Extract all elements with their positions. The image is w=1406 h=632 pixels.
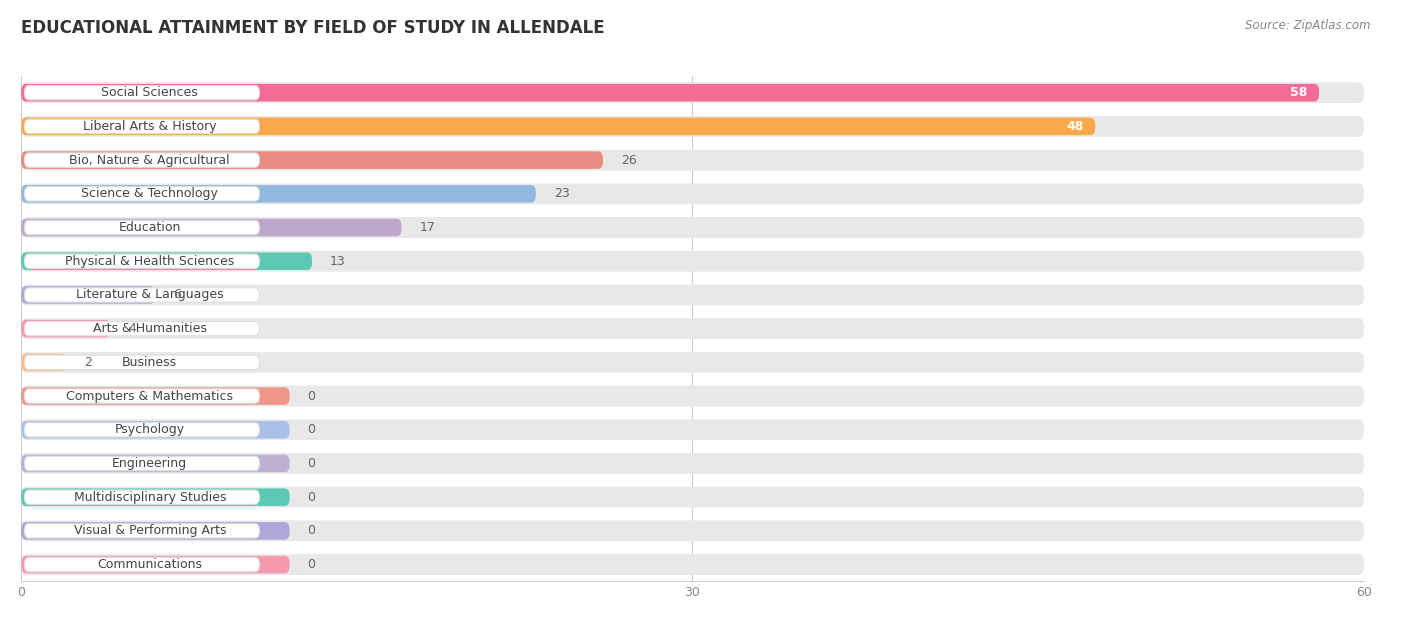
Text: Psychology: Psychology — [115, 423, 184, 436]
FancyBboxPatch shape — [21, 421, 290, 439]
Text: Multidisciplinary Studies: Multidisciplinary Studies — [73, 490, 226, 504]
FancyBboxPatch shape — [24, 355, 260, 370]
Text: Literature & Languages: Literature & Languages — [76, 288, 224, 301]
FancyBboxPatch shape — [24, 423, 260, 437]
FancyBboxPatch shape — [24, 221, 260, 234]
FancyBboxPatch shape — [21, 185, 536, 203]
Text: 2: 2 — [84, 356, 91, 369]
FancyBboxPatch shape — [24, 456, 260, 471]
FancyBboxPatch shape — [21, 554, 1364, 575]
Text: Communications: Communications — [97, 558, 202, 571]
FancyBboxPatch shape — [21, 118, 1095, 135]
Text: 0: 0 — [308, 457, 315, 470]
FancyBboxPatch shape — [21, 251, 1364, 272]
Text: 23: 23 — [554, 187, 569, 200]
FancyBboxPatch shape — [21, 217, 1364, 238]
FancyBboxPatch shape — [24, 557, 260, 572]
FancyBboxPatch shape — [24, 85, 260, 100]
FancyBboxPatch shape — [21, 320, 111, 337]
FancyBboxPatch shape — [21, 183, 1364, 204]
Text: 4: 4 — [128, 322, 136, 335]
FancyBboxPatch shape — [21, 352, 1364, 373]
FancyBboxPatch shape — [24, 153, 260, 167]
Text: 0: 0 — [308, 423, 315, 436]
FancyBboxPatch shape — [21, 520, 1364, 542]
FancyBboxPatch shape — [21, 151, 603, 169]
Text: Education: Education — [118, 221, 181, 234]
Text: Social Sciences: Social Sciences — [101, 86, 198, 99]
FancyBboxPatch shape — [21, 454, 290, 472]
FancyBboxPatch shape — [21, 286, 155, 304]
FancyBboxPatch shape — [21, 150, 1364, 171]
Text: Science & Technology: Science & Technology — [82, 187, 218, 200]
Text: 0: 0 — [308, 558, 315, 571]
FancyBboxPatch shape — [21, 219, 402, 236]
Text: Bio, Nature & Agricultural: Bio, Nature & Agricultural — [69, 154, 231, 167]
FancyBboxPatch shape — [24, 254, 260, 269]
Text: Arts & Humanities: Arts & Humanities — [93, 322, 207, 335]
Text: 58: 58 — [1291, 86, 1308, 99]
FancyBboxPatch shape — [21, 353, 66, 371]
FancyBboxPatch shape — [24, 186, 260, 201]
FancyBboxPatch shape — [21, 318, 1364, 339]
FancyBboxPatch shape — [24, 322, 260, 336]
Text: 26: 26 — [621, 154, 637, 167]
Text: Source: ZipAtlas.com: Source: ZipAtlas.com — [1246, 19, 1371, 32]
FancyBboxPatch shape — [21, 386, 1364, 406]
Text: 48: 48 — [1067, 120, 1084, 133]
FancyBboxPatch shape — [21, 84, 1319, 102]
Text: EDUCATIONAL ATTAINMENT BY FIELD OF STUDY IN ALLENDALE: EDUCATIONAL ATTAINMENT BY FIELD OF STUDY… — [21, 19, 605, 37]
FancyBboxPatch shape — [21, 522, 290, 540]
Text: Computers & Mathematics: Computers & Mathematics — [66, 389, 233, 403]
FancyBboxPatch shape — [24, 119, 260, 133]
FancyBboxPatch shape — [21, 453, 1364, 474]
FancyBboxPatch shape — [21, 252, 312, 270]
Text: 17: 17 — [419, 221, 436, 234]
Text: 0: 0 — [308, 389, 315, 403]
FancyBboxPatch shape — [21, 419, 1364, 441]
Text: Engineering: Engineering — [112, 457, 187, 470]
Text: Visual & Performing Arts: Visual & Performing Arts — [73, 525, 226, 537]
Text: 0: 0 — [308, 490, 315, 504]
FancyBboxPatch shape — [21, 82, 1364, 103]
FancyBboxPatch shape — [21, 489, 290, 506]
Text: Physical & Health Sciences: Physical & Health Sciences — [65, 255, 235, 268]
FancyBboxPatch shape — [24, 389, 260, 403]
Text: 13: 13 — [330, 255, 346, 268]
FancyBboxPatch shape — [21, 487, 1364, 507]
Text: Business: Business — [122, 356, 177, 369]
FancyBboxPatch shape — [21, 116, 1364, 137]
Text: Liberal Arts & History: Liberal Arts & History — [83, 120, 217, 133]
FancyBboxPatch shape — [24, 524, 260, 538]
FancyBboxPatch shape — [21, 556, 290, 573]
FancyBboxPatch shape — [24, 288, 260, 302]
FancyBboxPatch shape — [21, 284, 1364, 305]
FancyBboxPatch shape — [21, 387, 290, 405]
Text: 6: 6 — [173, 288, 181, 301]
Text: 0: 0 — [308, 525, 315, 537]
FancyBboxPatch shape — [24, 490, 260, 504]
